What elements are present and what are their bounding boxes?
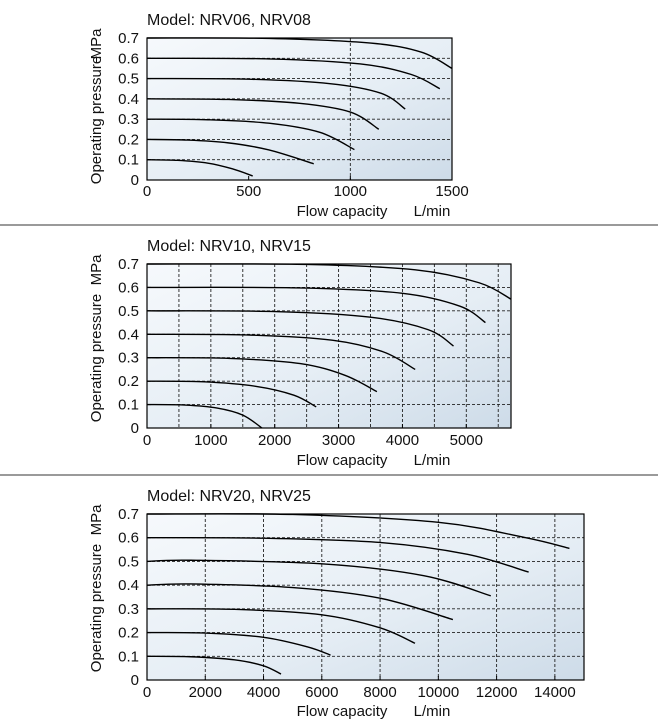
curve-series-1 xyxy=(146,631,331,656)
y-tick-label: 0.5 xyxy=(118,303,139,320)
x-tick-label: 6000 xyxy=(305,684,338,701)
y-tick-label: 0.7 xyxy=(118,506,139,523)
x-tick-label: 8000 xyxy=(363,684,396,701)
y-tick-label: 0.2 xyxy=(118,373,139,390)
plot-frame xyxy=(146,263,512,429)
y-tick-label: 0 xyxy=(131,672,139,689)
curve-series-0 xyxy=(146,655,282,675)
x-tick-label: 12000 xyxy=(476,684,518,701)
y-tick-label: 0.4 xyxy=(118,326,139,343)
y-tick-label: 0.1 xyxy=(118,397,139,414)
curve-series-3 xyxy=(146,333,416,371)
y-axis-unit: MPa xyxy=(88,28,105,60)
y-tick-label: 0.6 xyxy=(118,279,139,296)
y-axis-label: Operating pressure xyxy=(88,56,105,184)
curve-series-5 xyxy=(146,57,441,90)
curve-series-1 xyxy=(146,138,314,165)
y-tick-label: 0.7 xyxy=(118,256,139,273)
curve-series-4 xyxy=(146,310,454,347)
x-tick-label: 1000 xyxy=(334,183,367,200)
y-tick-label: 0.4 xyxy=(118,577,139,594)
x-tick-label: 0 xyxy=(143,183,151,200)
x-tick-label: 5000 xyxy=(450,432,483,449)
chart-title: Model: NRV10, NRV15 xyxy=(147,238,311,255)
x-tick-label: 2000 xyxy=(189,684,222,701)
x-tick-label: 4000 xyxy=(247,684,280,701)
y-axis-unit: MPa xyxy=(88,254,105,286)
curve-series-2 xyxy=(146,357,378,393)
y-tick-label: 0.3 xyxy=(118,350,139,367)
x-axis-label: Flow capacity xyxy=(297,452,388,469)
x-axis-unit: L/min xyxy=(414,703,451,720)
x-tick-label: 3000 xyxy=(322,432,355,449)
chart-title: Model: NRV20, NRV25 xyxy=(147,488,311,505)
y-tick-label: 0.2 xyxy=(118,131,139,148)
plot-frame xyxy=(146,37,453,181)
x-tick-label: 10000 xyxy=(417,684,459,701)
y-tick-label: 0.6 xyxy=(118,50,139,67)
curve-series-0 xyxy=(146,403,263,429)
plot-area xyxy=(147,514,584,680)
y-tick-label: 0.7 xyxy=(118,30,139,47)
curve-series-5 xyxy=(146,286,486,324)
y-tick-label: 0.6 xyxy=(118,530,139,547)
curve-series-2 xyxy=(146,118,355,151)
x-axis-unit: L/min xyxy=(414,203,451,220)
y-tick-label: 0 xyxy=(131,172,139,189)
x-tick-label: 14000 xyxy=(534,684,576,701)
line-chart: 0 0.1 0.2 0.3 0.4 0.5 0.6 0.7 0 1000 2000 3000 4000 5… xyxy=(88,238,512,469)
y-tick-label: 0.4 xyxy=(118,91,139,108)
y-axis-label: Operating pressure xyxy=(88,544,105,672)
x-tick-label: 0 xyxy=(143,684,151,701)
panel-divider xyxy=(0,224,658,226)
y-tick-label: 0.1 xyxy=(118,648,139,665)
x-tick-label: 500 xyxy=(236,183,261,200)
x-tick-label: 1500 xyxy=(435,183,468,200)
y-tick-label: 0.5 xyxy=(118,71,139,88)
x-tick-label: 1000 xyxy=(194,432,227,449)
line-chart: 00.10.20.30.40.50.60.70 500 1000 1500Model:… xyxy=(88,12,469,220)
line-chart: 0 0.1 0.2 0.3 0.4 0.5 0.6 0.7 0 2000 4000 6000 8000 1… xyxy=(88,488,585,720)
curve-series-4 xyxy=(146,559,491,597)
y-tick-label: 0.2 xyxy=(118,625,139,642)
y-tick-label: 0 xyxy=(131,420,139,437)
x-tick-label: 2000 xyxy=(258,432,291,449)
curve-series-0 xyxy=(146,159,253,177)
curve-series-3 xyxy=(146,98,380,130)
y-axis-label: Operating pressure xyxy=(88,294,105,422)
y-tick-label: 0.5 xyxy=(118,553,139,570)
curve-series-2 xyxy=(146,608,416,644)
plot-frame xyxy=(146,513,585,681)
curve-series-5 xyxy=(146,536,529,573)
curve-series-1 xyxy=(146,380,317,408)
x-axis-unit: L/min xyxy=(414,452,451,469)
plot-area xyxy=(147,38,452,180)
curve-series-3 xyxy=(146,583,454,621)
plot-area xyxy=(147,264,511,428)
panel-divider xyxy=(0,474,658,476)
x-axis-label: Flow capacity xyxy=(297,703,388,720)
y-tick-label: 0.3 xyxy=(118,601,139,618)
x-tick-label: 4000 xyxy=(386,432,419,449)
chart-title: Model: NRV06, NRV08 xyxy=(147,12,311,29)
chart-panel-nrv06: 0 0.1 0.2 0.3 0.4 0.5 0.6 0.7 0 500 1000 1500 Model:… xyxy=(0,0,658,222)
curve-series-4 xyxy=(146,77,406,110)
x-tick-label: 0 xyxy=(143,432,151,449)
chart-panel-nrv20: 0 0.1 0.2 0.3 0.4 0.5 0.6 0.7 0 2000 4000 6000 8000 1… xyxy=(0,478,658,722)
y-tick-label: 0.3 xyxy=(118,111,139,128)
y-axis-unit: MPa xyxy=(88,504,105,536)
y-tick-label: 0.1 xyxy=(118,152,139,169)
chart-panel-nrv10: 0 0.1 0.2 0.3 0.4 0.5 0.6 0.7 0 1000 2000 3000 4000 5… xyxy=(0,228,658,471)
x-axis-label: Flow capacity xyxy=(297,203,388,220)
